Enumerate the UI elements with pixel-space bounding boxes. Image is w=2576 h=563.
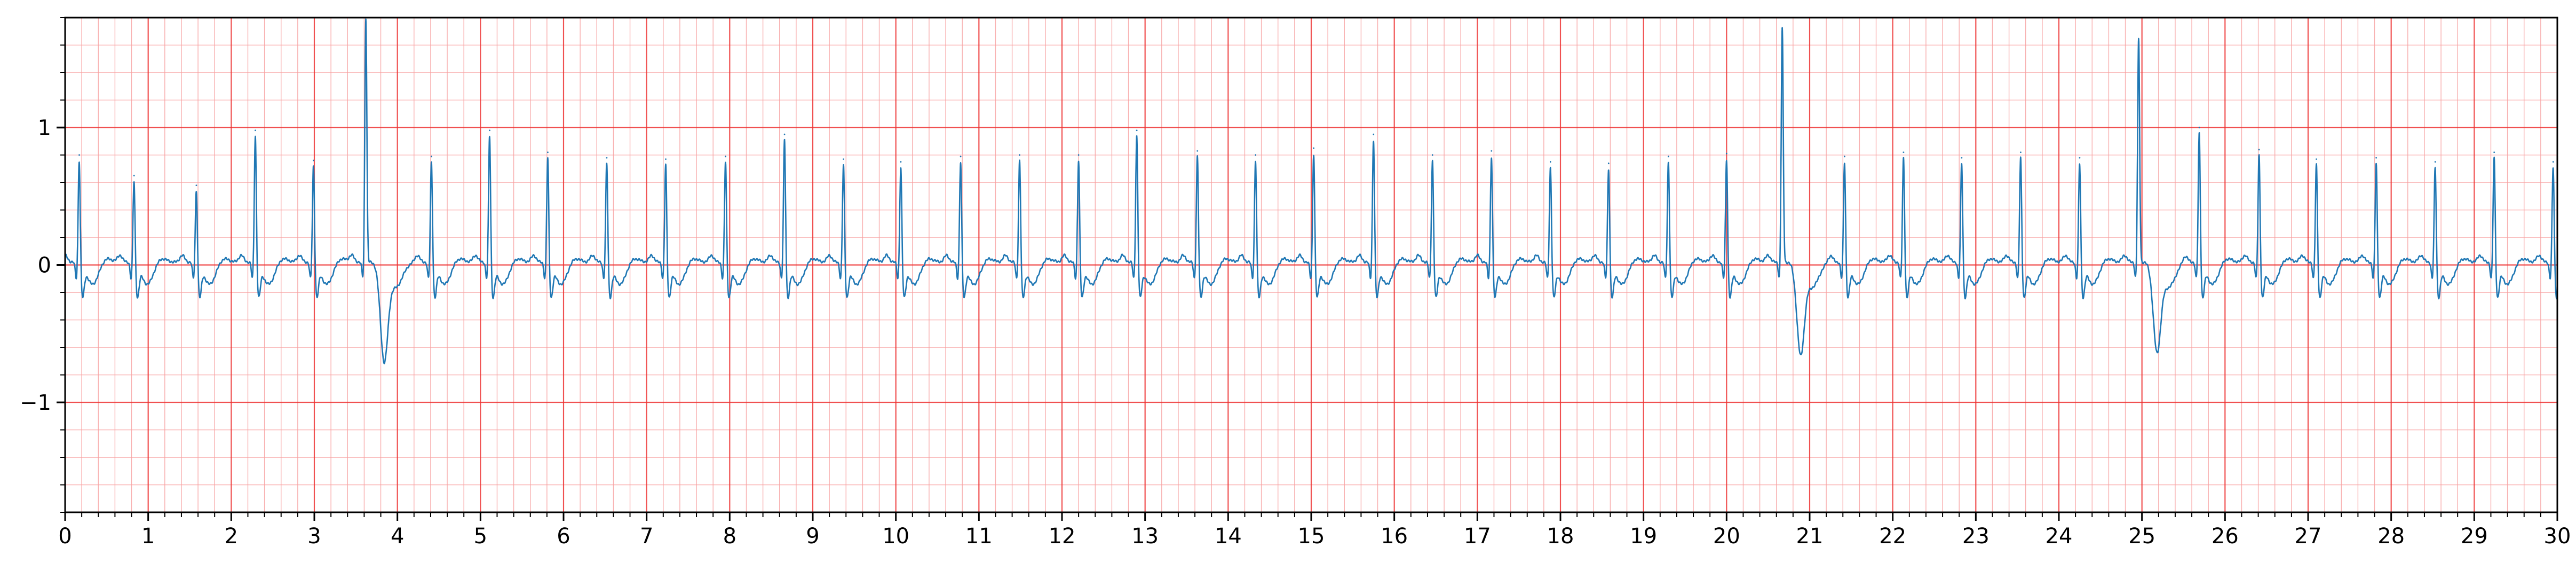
x-tick-label: 1 [141,524,155,549]
r-peak-point [1843,155,1845,157]
r-peak-point [2258,148,2260,150]
r-peak-point [431,155,432,157]
x-tick-label: 21 [1796,524,1824,549]
r-peak-point [725,155,726,157]
r-peak-point [665,158,667,160]
r-peak-point [1019,154,1021,156]
r-peak-point [1961,157,1963,159]
x-tick-label: 11 [965,524,993,549]
ecg-trace-line [64,18,2558,364]
x-axis-ticks [64,512,2558,521]
x-tick-label: 12 [1049,524,1076,549]
x-tick-label: 4 [391,524,404,549]
x-tick-label: 23 [1962,524,1990,549]
r-peak-point [1136,129,1138,131]
r-peak-point [1431,154,1433,156]
r-peak-point [783,133,786,136]
r-peak-point [255,129,256,131]
x-tick-label: 29 [2461,524,2488,549]
x-tick-label: 18 [1547,524,1574,549]
r-peak-point [2493,151,2495,153]
x-tick-label: 15 [1298,524,1325,549]
y-tick-label: −1 [20,391,51,415]
r-peak-point [900,161,902,163]
x-tick-label: 17 [1464,524,1491,549]
x-tick-label: 22 [1879,524,1906,549]
x-tick-label: 20 [1713,524,1740,549]
r-peak-point [547,151,549,153]
x-tick-label: 16 [1381,524,1408,549]
x-tick-label: 27 [2295,524,2322,549]
x-tick-label: 8 [723,524,736,549]
x-tick-label: 2 [225,524,238,549]
x-tick-label: 24 [2046,524,2073,549]
x-tick-label: 0 [58,524,72,549]
x-tick-label: 13 [1131,524,1159,549]
r-peak-point [2316,158,2317,160]
r-peak-point [1607,162,1610,164]
r-peak-point [2198,126,2200,129]
r-peak-point [313,160,314,162]
r-peak-point [1667,155,1669,157]
x-tick-label: 30 [2544,524,2571,549]
r-peak-point [1373,133,1375,136]
r-peak-point [843,158,844,160]
r-peak-point [606,157,608,159]
y-tick-label: 1 [38,116,51,140]
x-tick-label: 28 [2377,524,2405,549]
x-tick-label: 9 [806,524,819,549]
x-tick-label: 3 [307,524,321,549]
r-peak-point [2019,151,2022,153]
r-peak-point [1491,150,1493,152]
r-peak-point [2434,161,2436,163]
x-tick-label: 5 [474,524,487,549]
r-peak-point [1313,147,1315,149]
r-peak-point [2138,38,2139,41]
r-peak-point [2079,157,2081,159]
y-axis-tick-labels: −1 0 1 [20,116,51,415]
r-peak-point [960,155,962,157]
y-axis-ticks [57,17,65,513]
ecg-trace-layer [64,17,2558,364]
r-peak-point [1549,161,1551,163]
x-tick-label: 6 [557,524,570,549]
x-tick-label: 7 [640,524,653,549]
x-tick-label: 14 [1215,524,1242,549]
r-peak-point [489,129,490,131]
r-peak-point [195,184,197,186]
r-peak-point [1725,153,1727,155]
r-peak-point [133,175,135,177]
r-peak-point [2375,157,2377,159]
x-tick-label: 25 [2128,524,2155,549]
y-tick-label: 0 [38,253,51,278]
x-tick-label: 26 [2212,524,2239,549]
x-axis-tick-labels: 0 1 2 3 4 5 6 7 8 9 10 11 12 13 14 15 16 17 18 19 20 21 22 23 24… [58,524,2571,549]
x-tick-label: 10 [882,524,909,549]
r-peak-point [1196,150,1199,152]
x-tick-label: 19 [1630,524,1657,549]
r-peak-point [1077,154,1080,156]
r-peak-point [78,154,80,156]
r-peak-point [1903,151,1905,153]
r-peak-point [1781,28,1784,29]
r-peak-point [2552,161,2554,163]
r-peak-point [1255,154,1257,156]
